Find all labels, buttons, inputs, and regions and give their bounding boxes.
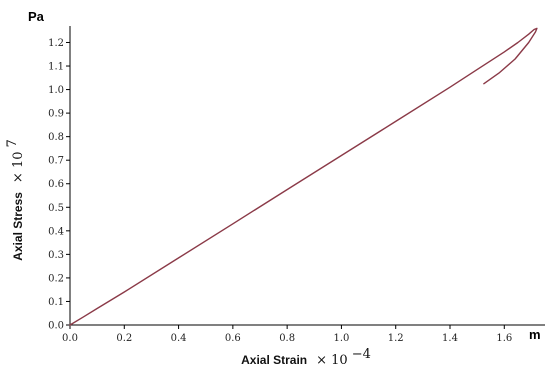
y-tick-label: 0.3 — [48, 250, 64, 261]
y-tick-label: 0.8 — [48, 132, 64, 143]
x-axis-multiplier: × 10 — [316, 353, 348, 368]
y-tick-label: 0.2 — [48, 273, 64, 284]
series-line-0 — [69, 27, 538, 326]
axes — [69, 26, 545, 326]
x-unit-label: m — [529, 327, 541, 342]
x-tick-label: 1.0 — [333, 333, 349, 344]
x-tick-label: 0.2 — [116, 333, 132, 344]
x-tick-label: 0.0 — [62, 333, 78, 344]
y-tick-label: 0.9 — [48, 109, 64, 120]
y-tick-label: 0.5 — [48, 203, 64, 214]
x-tick-label: 0.6 — [225, 333, 241, 344]
y-unit-label: Pa — [28, 9, 45, 24]
y-tick-label: 0.1 — [48, 297, 64, 308]
y-tick-label: 1.2 — [48, 38, 64, 49]
y-axis-title: Axial Stress × 10 7 — [5, 139, 26, 261]
y-axis-multiplier: × 10 — [11, 151, 26, 183]
series-layer — [69, 27, 538, 326]
y-tick-label: 0.0 — [48, 321, 64, 332]
y-tick-label: 0.4 — [48, 226, 64, 237]
y-tick-label: 1.1 — [48, 62, 64, 73]
y-axis-exponent: 7 — [5, 139, 20, 147]
x-tick-label: 0.4 — [171, 333, 187, 344]
x-axis-title: Axial Strain × 10 −4 — [241, 347, 371, 368]
y-tick-label: 1.0 — [48, 85, 64, 96]
x-tick-label: 0.8 — [279, 333, 295, 344]
y-tick-label: 0.7 — [48, 156, 64, 167]
x-axis-exponent: −4 — [352, 347, 371, 362]
tick-marks: 0.0 0.2 0.4 0.6 0.8 1.0 1.2 1.4 1.6 0.0 0.1 0.2 0.3 0… — [48, 38, 512, 344]
y-tick-label: 0.6 — [48, 179, 64, 190]
x-tick-label: 1.2 — [388, 333, 404, 344]
x-tick-label: 1.4 — [442, 333, 458, 344]
x-tick-label: 1.6 — [496, 333, 512, 344]
x-axis-label: Axial Strain — [241, 353, 307, 367]
y-axis-label: Axial Stress — [11, 192, 25, 261]
